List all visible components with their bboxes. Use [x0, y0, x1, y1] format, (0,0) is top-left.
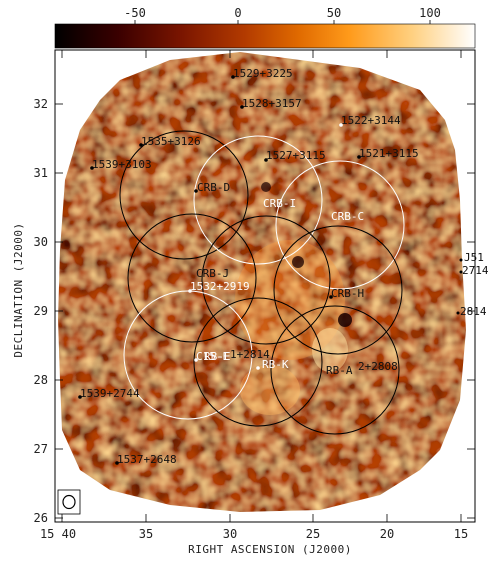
y-tick-label: 27 [34, 442, 48, 456]
field-ring [275, 160, 405, 290]
colorbar-tick: 50 [327, 6, 341, 20]
field-label: CRB-I [263, 197, 296, 210]
axis-ticks [55, 50, 475, 522]
edge-label: 2714 [462, 264, 489, 277]
source-label: 1521+3115 [359, 147, 419, 160]
x-tick-label: 15 [454, 527, 468, 541]
source-labels: 1529+3225 1528+3157 1522+3144 1535+3126 … [78, 67, 419, 466]
source-label: RB-A [326, 364, 353, 377]
field-ring [123, 290, 253, 420]
source-label: RB-E [204, 350, 231, 363]
field-ring [193, 297, 323, 427]
source-label: CRB-H [331, 287, 364, 300]
y-tick-label: 29 [34, 304, 48, 318]
beam-ellipse-icon [57, 489, 81, 515]
field-ring [127, 213, 257, 343]
field-ring [193, 135, 323, 265]
x-tick-label: 35 [139, 527, 153, 541]
source-label: 1522+3144 [341, 114, 401, 127]
colorbar-tick: 0 [234, 6, 241, 20]
y-tick-label: 32 [34, 97, 48, 111]
source-label: 1+2814 [230, 348, 270, 361]
field-label: CRB-C [331, 210, 364, 223]
y-tick-label: 28 [34, 373, 48, 387]
source-label: 1529+3225 [233, 67, 293, 80]
source-label: 2+2808 [358, 360, 398, 373]
field-ring [273, 225, 403, 355]
field-label: C15-E [196, 350, 229, 363]
field-ring [270, 305, 400, 435]
y-axis-title: DECLINATION (J2000) [12, 222, 25, 357]
edge-labels: J51 2714 2814 [456, 251, 489, 318]
source-label: 1537+2648 [117, 453, 177, 466]
x-tick-label: 15 40 [40, 527, 76, 541]
y-tick-label: 26 [34, 511, 48, 525]
field-label: CRB-D [197, 181, 230, 194]
field-labels: CRB-D CRB-I CRB-C CRB-J C15-E [194, 181, 364, 363]
edge-label: J51 [464, 251, 484, 264]
x-axis-title: RIGHT ASCENSION (J2000) [188, 543, 352, 556]
radio-intensity-map [58, 52, 466, 512]
source-label: 1527+3115 [266, 149, 326, 162]
source-label: 1539+3103 [92, 158, 152, 171]
field-label: CRB-J [196, 267, 229, 280]
x-tick-label: 30 [223, 527, 237, 541]
source-label: RB-K [262, 358, 289, 371]
field-ring [119, 130, 249, 260]
x-tick-label: 20 [380, 527, 394, 541]
source-label: 1539+2744 [80, 387, 140, 400]
edge-label: 2814 [460, 305, 487, 318]
colorbar-tick: 100 [419, 6, 441, 20]
source-label: 1532+2919 [190, 280, 250, 293]
pointing-fields [119, 130, 405, 435]
field-ring [201, 215, 331, 345]
source-label: 1528+3157 [242, 97, 302, 110]
y-tick-label: 30 [34, 235, 48, 249]
y-tick-label: 31 [34, 166, 48, 180]
source-label: 1535+3126 [141, 135, 201, 148]
x-tick-label: 25 [306, 527, 320, 541]
colorbar [54, 23, 476, 49]
colorbar-tick: -50 [124, 6, 146, 20]
